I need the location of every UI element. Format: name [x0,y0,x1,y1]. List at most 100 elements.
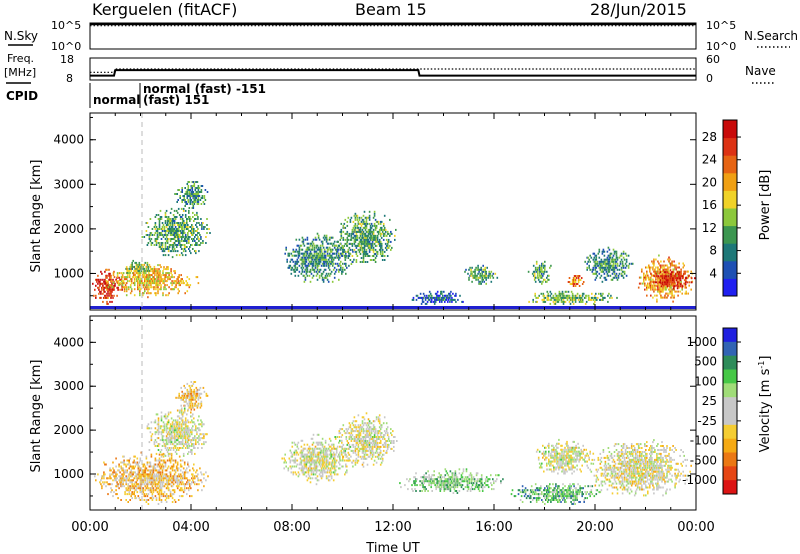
data-cell [340,260,342,263]
data-cell [152,481,155,484]
data-cell [319,254,322,257]
data-cell [162,425,165,428]
data-cell [684,284,686,287]
data-cell [133,461,135,464]
data-cell [110,292,112,295]
data-cell [177,292,179,295]
data-cell [109,477,111,480]
data-cell [148,469,151,472]
data-cell [686,270,688,273]
data-cell [614,274,617,277]
data-cell [642,282,644,285]
data-cell [346,238,349,241]
data-cell [167,449,170,451]
data-cell [169,437,172,440]
data-cell [162,254,165,257]
data-cell [581,292,584,295]
data-cell [194,475,196,478]
data-cell [352,236,355,239]
data-cell [184,469,187,472]
data-cell [167,220,170,222]
data-cell [179,197,181,199]
data-cell [128,485,130,488]
data-cell [347,234,350,237]
data-cell [148,461,151,464]
data-cell [593,298,595,301]
data-cell [565,296,568,299]
data-cell [302,258,305,261]
data-cell [558,290,561,293]
data-cell [568,294,571,297]
freq-unit-label: [MHz] [4,66,36,79]
data-cell [298,473,301,476]
data-cell [162,493,165,496]
data-cell [123,455,125,458]
data-cell [598,256,601,259]
data-cell [96,280,98,283]
data-cell [111,290,113,293]
data-cell [108,284,111,287]
data-cell [536,268,539,271]
data-cell [672,264,674,267]
data-cell [317,262,320,265]
data-cell [133,483,135,486]
data-cell [538,280,541,283]
data-cell [179,433,182,436]
data-cell [165,268,167,271]
data-cell [322,256,325,259]
data-cell [315,260,318,263]
data-cell [364,232,367,235]
data-cell [379,253,382,255]
data-cell [148,292,150,295]
data-cell [169,218,172,220]
data-cell [194,437,196,440]
data-cell [156,483,159,486]
data-cell [152,489,155,492]
data-cell [615,252,618,255]
data-cell [183,433,186,436]
data-cell [198,415,200,418]
data-cell [298,270,301,273]
data-cell [192,390,195,393]
data-cell [162,280,164,283]
data-cell [173,282,175,285]
data-cell [206,394,209,397]
data-cell [608,254,611,257]
data-cell [490,270,493,273]
data-cell [161,469,164,472]
data-cell [604,264,607,267]
data-cell [184,392,186,395]
data-cell [183,483,186,486]
data-cell [370,226,373,229]
data-cell [537,276,540,279]
data-cell [171,489,174,492]
data-cell [364,253,367,255]
data-cell [359,240,362,243]
data-cell [190,388,193,391]
data-cell [430,300,433,303]
data-cell [159,477,162,480]
data-cell [170,228,173,230]
data-cell [673,264,675,267]
data-cell [123,471,125,474]
data-cell [195,242,197,244]
data-cell [304,256,307,259]
data-cell [680,280,682,283]
data-cell [305,260,308,263]
data-cell [661,266,663,269]
data-cell [550,296,553,299]
data-cell [168,452,171,455]
data-cell [158,220,161,222]
data-cell [527,270,530,273]
data-cell [148,479,151,482]
data-cell [145,457,148,460]
data-cell [151,485,154,488]
data-cell [194,244,196,246]
power-colorbar-segment [723,260,737,279]
data-cell [186,203,189,205]
data-cell [165,276,167,279]
data-cell [183,248,186,250]
data-cell [484,268,486,271]
data-cell [156,491,159,494]
data-cell [110,477,112,480]
